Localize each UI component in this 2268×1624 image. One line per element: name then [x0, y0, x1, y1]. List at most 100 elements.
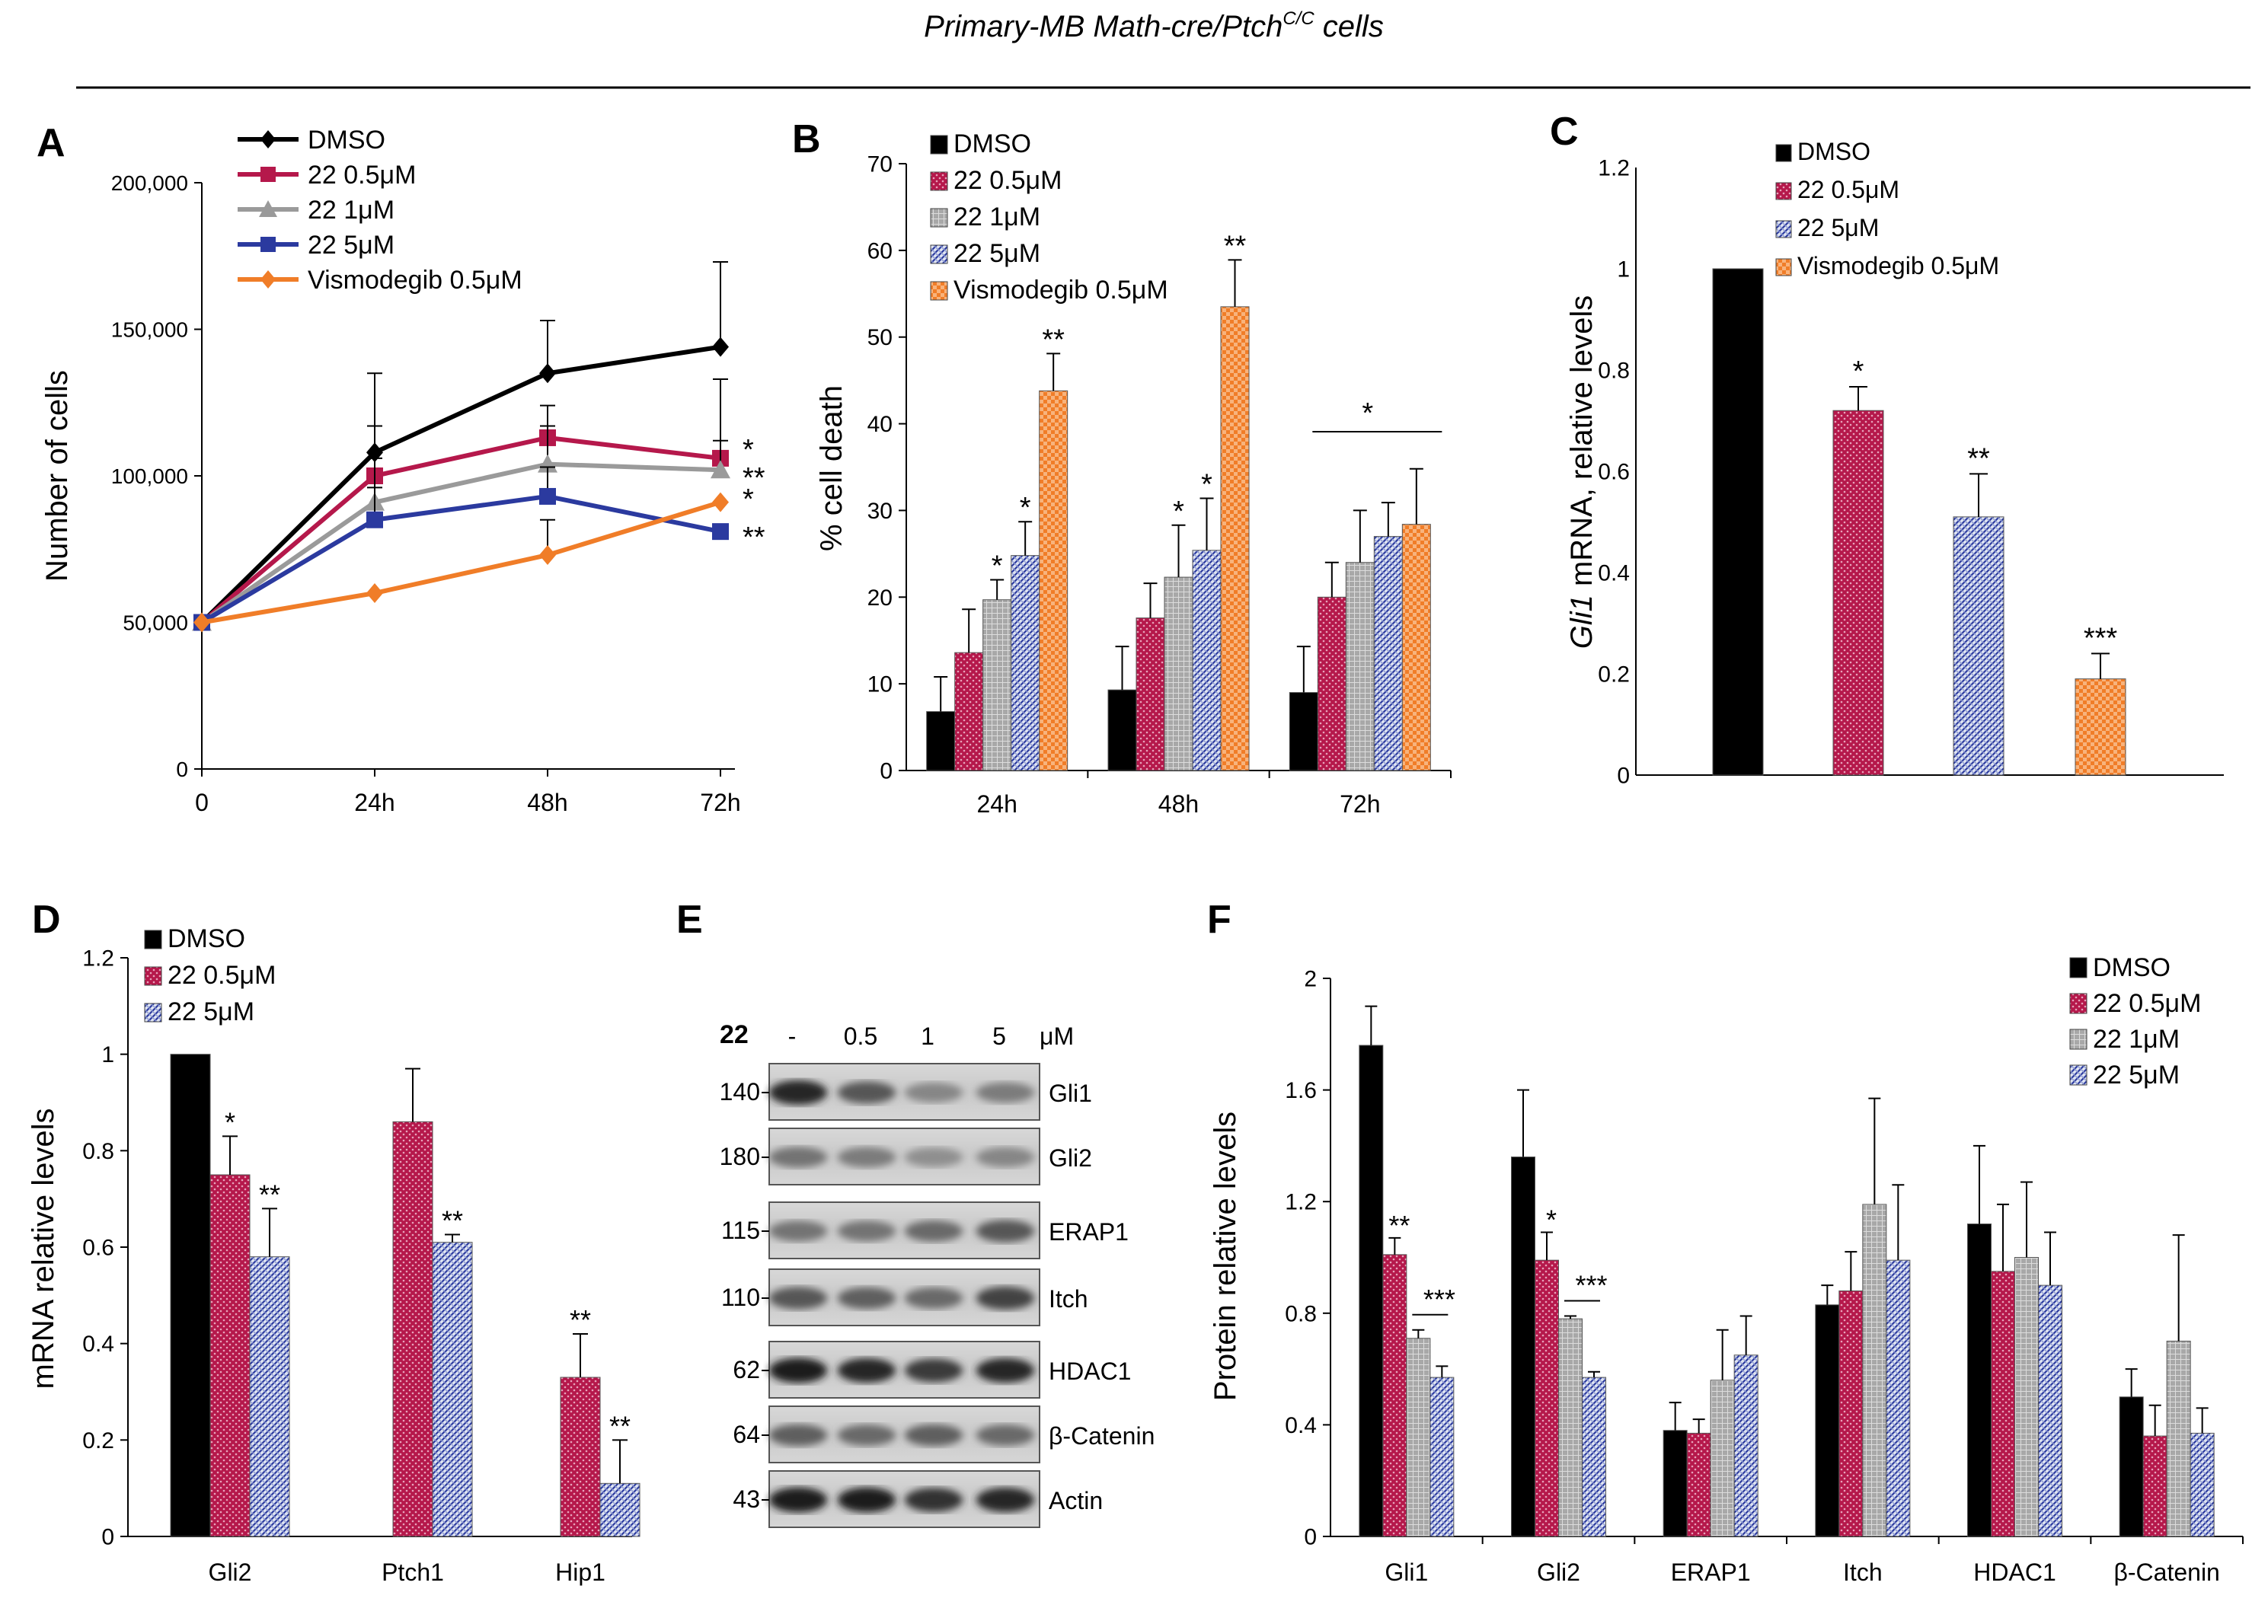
chart-f-legend-swatch — [2069, 957, 2088, 978]
blot-band — [905, 1147, 963, 1167]
chart-a-significance: ** — [743, 522, 765, 554]
chart-f-y-tick-label: 0.8 — [1285, 1301, 1317, 1326]
chart-d-y-tick-label: 0.8 — [82, 1139, 114, 1164]
chart-a-y-tick-label: 100,000 — [111, 464, 188, 488]
chart-b-bar — [1401, 524, 1431, 771]
chart-d-x-tick-label: Hip1 — [555, 1559, 605, 1586]
blot-mw-label: 140 — [720, 1078, 760, 1106]
panel-letter-c: C — [1550, 110, 1579, 154]
chart-b-significance: * — [1173, 496, 1184, 528]
blot-mw-label: 110 — [721, 1284, 760, 1311]
chart-f-bar — [1382, 1254, 1407, 1537]
chart-c-y-axis-title: Gli1 mRNA, relative levels — [1565, 295, 1599, 649]
chart-f-bar — [1710, 1380, 1735, 1537]
chart-f-significance: ** — [1388, 1210, 1410, 1241]
chart-f-bar — [1967, 1224, 1992, 1537]
chart-b-bar — [1039, 390, 1069, 771]
panel-letter-d: D — [32, 898, 61, 942]
chart-f-bar — [1582, 1377, 1606, 1537]
chart-b-significance: * — [992, 550, 1003, 582]
panel-d: D00.20.40.60.811.2Gli2***Ptch1**Hip1****… — [27, 898, 640, 1586]
chart-f-y-tick-label: 1.6 — [1285, 1078, 1317, 1103]
figure-title: Primary-MB Math-cre/PtchC/C cells — [924, 8, 1384, 43]
chart-a-point — [366, 583, 383, 603]
chart-b-x-tick-label: 24h — [976, 790, 1017, 818]
chart-f-x-tick-label: HDAC1 — [1973, 1559, 2056, 1586]
chart-f-bar — [1838, 1290, 1864, 1537]
chart-d-y-tick-label: 1 — [101, 1042, 114, 1067]
blot-compound-label: 22 — [720, 1020, 749, 1049]
panel-a: A 0 50,000 100,000 150,000 200,000 0 24h 48h 72h N… — [37, 121, 765, 816]
chart-a-point — [538, 454, 557, 473]
blot-protein-label: ERAP1 — [1049, 1218, 1129, 1246]
chart-f-bar — [1558, 1318, 1583, 1537]
figure-title-main: Primary-MB Math-cre/Ptch — [924, 10, 1283, 43]
blot-mw-label: 43 — [733, 1485, 760, 1513]
chart-a-significance: * — [743, 483, 754, 515]
chart-d-legend-label: 22 5μM — [168, 997, 254, 1026]
chart-a-point — [712, 492, 729, 512]
chart-f-y-tick-label: 1.2 — [1285, 1190, 1317, 1215]
blot-band — [905, 1488, 963, 1512]
chart-c-y-tick-label: 0.4 — [1598, 561, 1630, 586]
chart-b-legend-swatch — [930, 244, 948, 264]
chart-d-legend-label: DMSO — [168, 924, 245, 953]
chart-f-bar — [1429, 1377, 1455, 1537]
chart-d-significance: ** — [609, 1410, 631, 1441]
chart-c-legend-label: DMSO — [1797, 138, 1870, 165]
chart-f-bar — [2190, 1432, 2215, 1537]
blot-band — [769, 1358, 827, 1383]
blot-lane-label: 5 — [992, 1023, 1006, 1050]
blot-band — [976, 1220, 1034, 1243]
chart-a-significance: ** — [743, 462, 765, 494]
blot-protein-label: Gli2 — [1049, 1144, 1092, 1172]
blot-band — [769, 1147, 827, 1168]
chart-c-legend-label: 22 0.5μM — [1797, 176, 1899, 203]
chart-a-legend-label: DMSO — [308, 126, 385, 155]
chart-f-bar — [1406, 1338, 1431, 1537]
chart-b-legend-swatch — [930, 208, 948, 228]
blot-band — [769, 1487, 827, 1513]
chart-c-legend-swatch — [1775, 220, 1792, 238]
chart-b-group-significance: * — [1362, 397, 1373, 429]
chart-d-y-axis-title: mRNA relative levels — [27, 1108, 60, 1389]
chart-a-y-tick-label: 50,000 — [123, 611, 188, 634]
blot-band — [905, 1358, 963, 1383]
chart-f-legend-swatch — [2069, 1064, 2088, 1086]
chart-f-bar — [1535, 1259, 1559, 1537]
chart-a-x-tick-label: 48h — [527, 789, 567, 816]
chart-f-x-tick-label: β-Catenin — [2113, 1559, 2219, 1586]
chart-a-x-tick-label: 24h — [354, 789, 395, 816]
chart-b-significance: * — [1020, 492, 1031, 524]
chart-a-y-axis-title: Number of cells — [40, 370, 74, 582]
chart-a-series-line — [200, 435, 721, 624]
chart-b-bar — [1373, 536, 1403, 771]
blot-band — [905, 1220, 963, 1242]
blot-band — [769, 1287, 827, 1310]
chart-a-legend-marker — [260, 130, 276, 148]
blot-band — [976, 1487, 1034, 1513]
chart-b-bar — [926, 711, 956, 771]
chart-b-bar — [954, 652, 984, 771]
chart-d-bar — [170, 1054, 211, 1537]
chart-f-bar — [1359, 1045, 1384, 1537]
chart-c-y-tick-label: 0.8 — [1598, 359, 1630, 384]
chart-b-legend-swatch — [930, 171, 948, 191]
blot-protein-label: Itch — [1049, 1285, 1088, 1313]
chart-a-point — [539, 544, 556, 565]
chart-b-y-tick-label: 50 — [867, 325, 893, 350]
chart-a-point — [711, 460, 730, 479]
panel-e: E 22 - 0.5 1 5 μM 140 Gli1 180 Gli2 115 ERAP1 110 Itch… — [676, 898, 1155, 1528]
chart-f-bar — [2166, 1340, 2191, 1537]
chart-f-x-tick-label: Gli1 — [1385, 1559, 1428, 1586]
chart-f-legend-swatch — [2069, 1029, 2088, 1050]
chart-d-y-tick-label: 0.4 — [82, 1332, 114, 1357]
chart-f-x-tick-label: ERAP1 — [1671, 1559, 1751, 1586]
chart-b-y-tick-label: 0 — [880, 759, 893, 784]
blot-protein-label: HDAC1 — [1049, 1358, 1131, 1385]
chart-d-y-tick-label: 0.6 — [82, 1236, 114, 1261]
chart-f-legend-label: 22 0.5μM — [2093, 989, 2201, 1018]
chart-f-bar — [1862, 1204, 1887, 1537]
blot-mw-label: 180 — [720, 1143, 760, 1170]
